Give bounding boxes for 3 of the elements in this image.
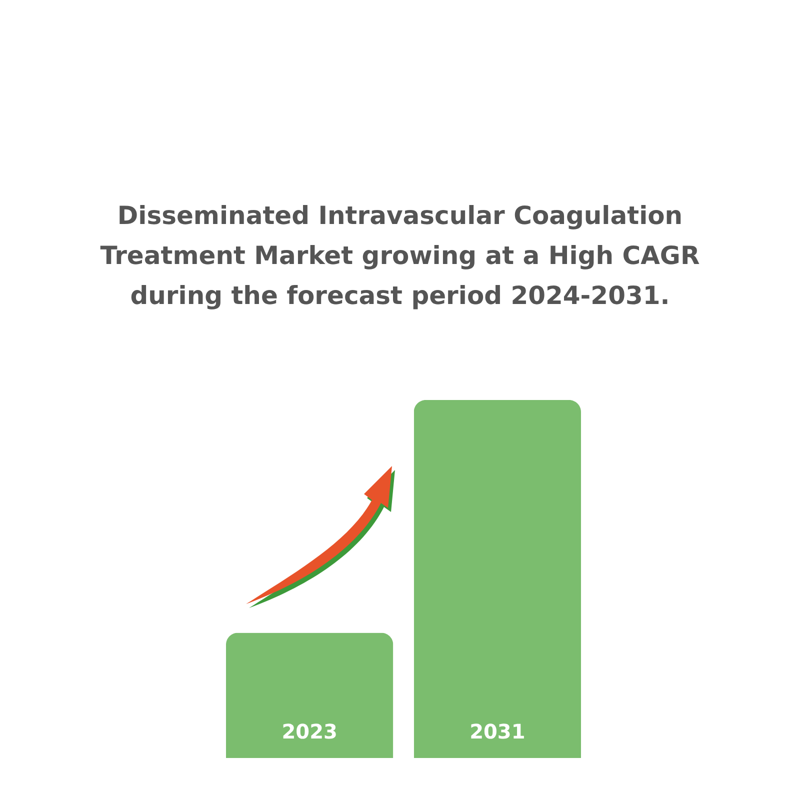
x-tick-label: 2023 xyxy=(282,720,338,744)
x-tick-label: 2031 xyxy=(470,720,526,744)
chart-title: Disseminated Intravascular Coagulation Treatment Market growing at a High CAGR during the forecast period 2024-2031. xyxy=(99,200,701,312)
